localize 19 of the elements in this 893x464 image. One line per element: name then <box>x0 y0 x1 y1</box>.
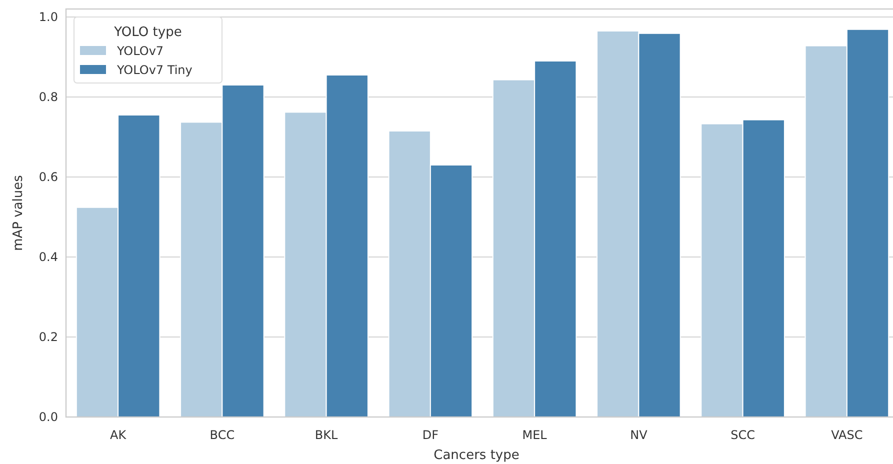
legend-label: YOLOv7 <box>116 44 164 58</box>
y-tick-label: 1.0 <box>38 10 58 24</box>
x-tick-label: SCC <box>730 428 755 442</box>
x-tick-label: NV <box>630 428 648 442</box>
y-axis-title: mAP values <box>11 174 26 251</box>
y-tick-label: 0.6 <box>38 170 58 184</box>
x-tick-label: BKL <box>314 428 338 442</box>
y-tick-label: 0.0 <box>38 410 58 424</box>
legend-label: YOLOv7 Tiny <box>116 63 192 77</box>
y-tick-label: 0.8 <box>38 90 58 104</box>
legend-title: YOLO type <box>113 25 182 40</box>
x-axis-title: Cancers type <box>434 448 520 463</box>
y-tick-label: 0.4 <box>38 250 58 264</box>
y-tick-label: 0.2 <box>38 330 58 344</box>
x-tick-label: VASC <box>831 428 863 442</box>
x-tick-label: DF <box>422 428 439 442</box>
x-tick-label: AK <box>110 428 128 442</box>
x-tick-label: BCC <box>210 428 235 442</box>
x-tick-label: MEL <box>522 428 548 442</box>
